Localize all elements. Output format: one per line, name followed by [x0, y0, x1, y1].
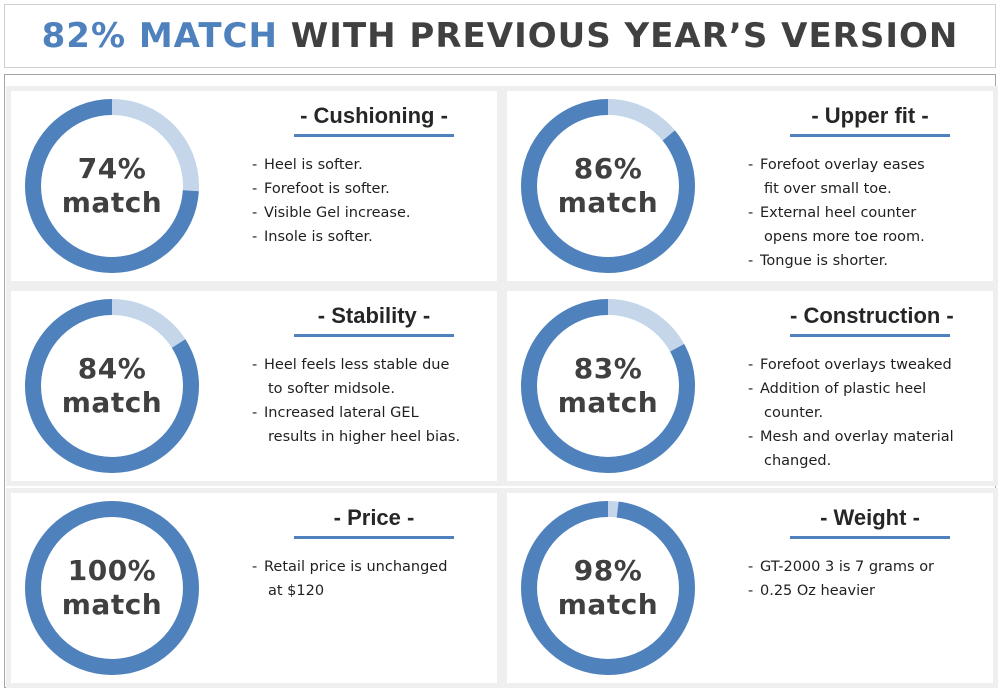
donut-chart: 86% match [519, 97, 697, 275]
donut-match-word: match [61, 186, 163, 219]
donut-value-slice [521, 99, 695, 273]
heading-underline [790, 536, 950, 539]
note-item: opens more toe room. [764, 229, 925, 245]
note-item: Forefoot overlays tweaked [744, 353, 990, 377]
title-text: 82% MATCH WITH PREVIOUS YEAR’S VERSION [42, 16, 959, 56]
donut-percent: 83% [573, 352, 643, 385]
note-item: Addition of plastic heel [744, 377, 990, 401]
donut-label: 98% match [519, 499, 697, 677]
donut-chart: 100% match [23, 499, 201, 677]
donut-value-slice [25, 99, 199, 273]
donut-value-slice [25, 299, 199, 473]
note-item: Retail price is unchanged [248, 555, 494, 579]
card-heading: - Weight - [820, 505, 920, 530]
notes-list: Retail price is unchanged at $120 [248, 555, 494, 603]
donut-value-slice [25, 501, 199, 675]
notes-list: Heel is softer.Forefoot is softer.Visibl… [248, 153, 494, 249]
card-construction: 83% match - Construction - Forefoot over… [507, 291, 993, 481]
heading-underline [790, 134, 950, 137]
card-price: 100% match - Price - Retail price is unc… [11, 493, 497, 683]
note-item: Forefoot is softer. [248, 177, 494, 201]
card-heading: - Stability - [317, 303, 431, 328]
donut-match-word: match [557, 186, 659, 219]
donut-percent: 86% [573, 152, 643, 185]
note-item: changed. [764, 453, 832, 469]
heading-underline [294, 134, 454, 137]
donut-svg [25, 299, 199, 473]
card-upper-fit: 86% match - Upper fit - Forefoot overlay… [507, 91, 993, 281]
donut-match-word: match [61, 386, 163, 419]
donut-svg [25, 501, 199, 675]
title-accent: 82% MATCH [41, 16, 278, 56]
donut-chart: 98% match [519, 499, 697, 677]
notes-list: Forefoot overlays tweakedAddition of pla… [744, 353, 990, 473]
card-heading: - Price - [333, 505, 415, 530]
note-item: Forefoot overlay eases [744, 153, 990, 177]
donut-match-word: match [61, 588, 163, 621]
note-item: Visible Gel increase. [248, 201, 494, 225]
donut-svg [521, 99, 695, 273]
note-item: Increased lateral GEL [248, 401, 494, 425]
donut-match-word: match [557, 386, 659, 419]
donut-label: 83% match [519, 297, 697, 475]
note-item: at $120 [268, 583, 325, 599]
donut-svg [25, 99, 199, 273]
donut-svg [521, 299, 695, 473]
card-heading: - Cushioning - [300, 103, 448, 128]
note-item: Mesh and overlay material [744, 425, 990, 449]
donut-value-slice [521, 299, 695, 473]
donut-chart: 83% match [519, 297, 697, 475]
cards-panel: 74% match - Cushioning - Heel is softer.… [4, 74, 996, 688]
note-item: Heel feels less stable due [248, 353, 494, 377]
donut-percent: 74% [77, 152, 147, 185]
note-item: Tongue is shorter. [744, 249, 990, 273]
donut-label: 84% match [23, 297, 201, 475]
notes-list: Forefoot overlay eases fit over small toe… [744, 153, 990, 273]
heading-underline [294, 334, 454, 337]
donut-percent: 98% [573, 554, 643, 587]
note-item: GT-2000 3 is 7 grams or [744, 555, 990, 579]
donut-percent: 84% [77, 352, 147, 385]
notes-list: Heel feels less stable due to softer mids… [248, 353, 494, 449]
card-cushioning: 74% match - Cushioning - Heel is softer.… [11, 91, 497, 281]
heading-underline [790, 334, 950, 337]
note-item: Heel is softer. [248, 153, 494, 177]
note-item: fit over small toe. [764, 181, 892, 197]
note-item: Insole is softer. [248, 225, 494, 249]
donut-label: 86% match [519, 97, 697, 275]
card-weight: 98% match - Weight - GT-2000 3 is 7 gram… [507, 493, 993, 683]
donut-value-slice [521, 501, 695, 675]
title-rest: WITH PREVIOUS YEAR’S VERSION [290, 16, 959, 56]
donut-label: 100% match [23, 499, 201, 677]
note-item: External heel counter [744, 201, 990, 225]
note-item: counter. [764, 405, 824, 421]
donut-svg [521, 501, 695, 675]
donut-label: 74% match [23, 97, 201, 275]
note-item: to softer midsole. [268, 381, 395, 397]
donut-percent: 100% [67, 554, 157, 587]
note-item: results in higher heel bias. [268, 429, 461, 445]
card-stability: 84% match - Stability - Heel feels less … [11, 291, 497, 481]
notes-list: GT-2000 3 is 7 grams or0.25 Oz heavier [744, 555, 990, 603]
heading-underline [294, 536, 454, 539]
note-item: 0.25 Oz heavier [744, 579, 990, 603]
card-heading: - Construction - [790, 303, 954, 328]
donut-chart: 74% match [23, 97, 201, 275]
page-title: 82% MATCH WITH PREVIOUS YEAR’S VERSION [4, 4, 996, 68]
donut-match-word: match [557, 588, 659, 621]
card-heading: - Upper fit - [811, 103, 929, 128]
donut-chart: 84% match [23, 297, 201, 475]
